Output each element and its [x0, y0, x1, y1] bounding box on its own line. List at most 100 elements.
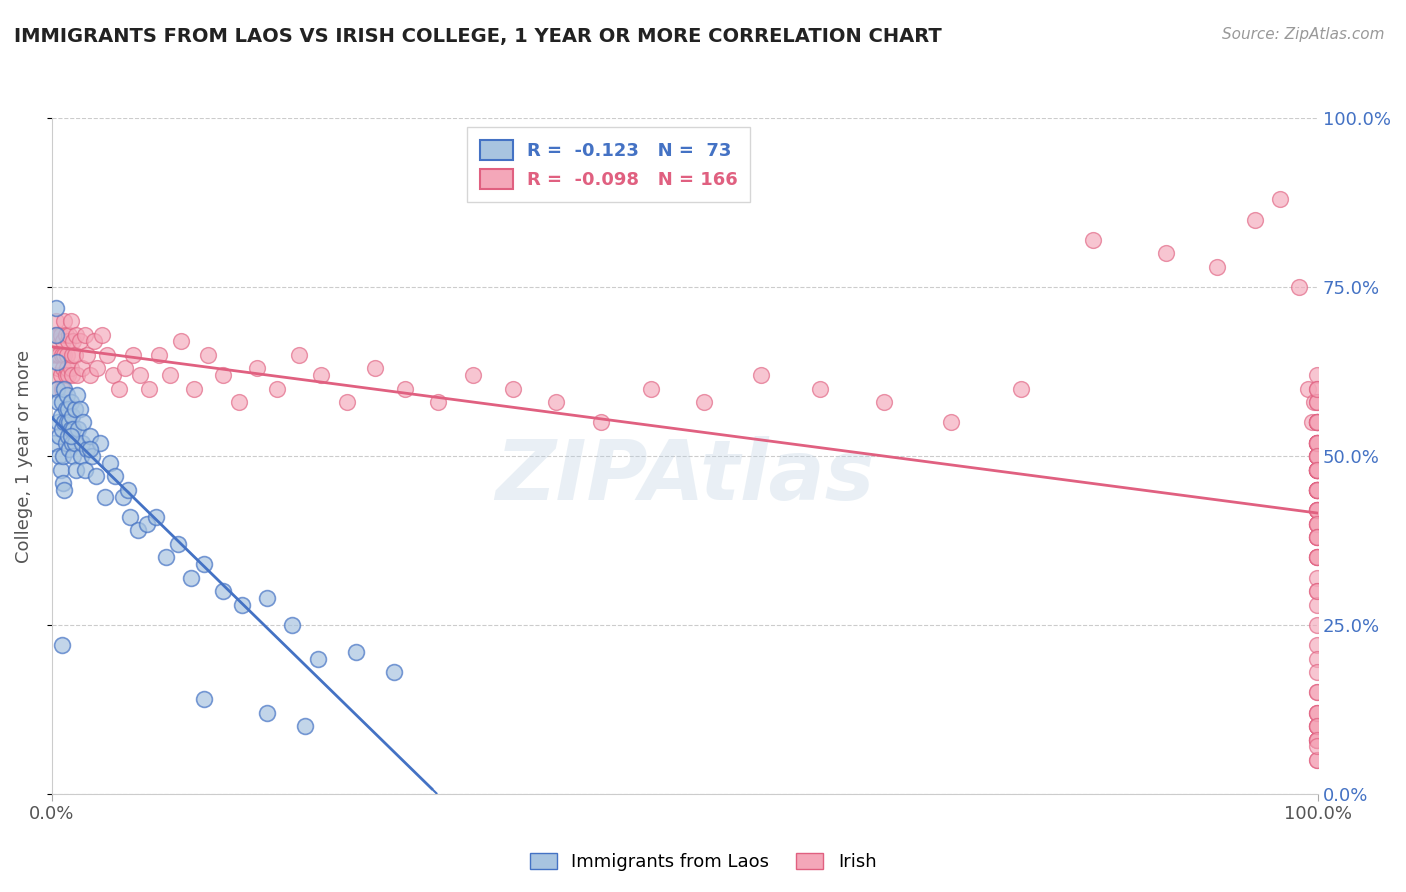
Point — [46, 395, 69, 409]
Point — [79, 442, 101, 457]
Point — [266, 382, 288, 396]
Point — [1306, 483, 1329, 497]
Point — [1306, 449, 1329, 463]
Point — [70, 361, 93, 376]
Point — [56, 415, 79, 429]
Point — [1306, 368, 1329, 382]
Point — [1306, 462, 1329, 476]
Point — [1306, 395, 1329, 409]
Point — [44, 435, 66, 450]
Point — [1306, 550, 1329, 565]
Point — [1306, 462, 1329, 476]
Point — [1306, 530, 1329, 544]
Point — [76, 348, 98, 362]
Point — [56, 348, 79, 362]
Point — [52, 334, 75, 349]
Point — [55, 327, 77, 342]
Point — [1306, 503, 1329, 517]
Point — [1306, 516, 1329, 531]
Point — [1306, 598, 1329, 612]
Point — [104, 469, 127, 483]
Point — [344, 645, 367, 659]
Point — [45, 348, 67, 362]
Point — [121, 348, 143, 362]
Point — [45, 354, 67, 368]
Point — [1303, 395, 1326, 409]
Point — [46, 415, 69, 429]
Point — [183, 382, 205, 396]
Point — [59, 361, 82, 376]
Point — [49, 327, 72, 342]
Point — [53, 348, 76, 362]
Point — [62, 334, 84, 349]
Point — [749, 368, 772, 382]
Point — [58, 327, 80, 342]
Point — [1306, 503, 1329, 517]
Point — [1306, 415, 1329, 429]
Point — [63, 435, 86, 450]
Point — [1306, 665, 1329, 680]
Point — [1306, 638, 1329, 652]
Point — [1306, 732, 1329, 747]
Point — [1306, 415, 1329, 429]
Point — [1306, 483, 1329, 497]
Point — [197, 348, 219, 362]
Point — [159, 368, 181, 382]
Point — [63, 401, 86, 416]
Point — [1288, 280, 1310, 294]
Point — [1306, 530, 1329, 544]
Point — [58, 429, 80, 443]
Point — [58, 334, 80, 349]
Point — [1306, 516, 1329, 531]
Point — [873, 395, 896, 409]
Point — [1306, 415, 1329, 429]
Point — [51, 395, 73, 409]
Point — [1306, 462, 1329, 476]
Point — [640, 382, 662, 396]
Point — [51, 382, 73, 396]
Point — [1306, 395, 1329, 409]
Point — [1306, 483, 1329, 497]
Point — [256, 706, 278, 720]
Point — [86, 361, 108, 376]
Point — [1296, 382, 1319, 396]
Point — [1306, 530, 1329, 544]
Point — [1306, 503, 1329, 517]
Y-axis label: College, 1 year or more: College, 1 year or more — [15, 350, 32, 563]
Point — [66, 368, 89, 382]
Point — [1306, 739, 1329, 754]
Point — [1306, 516, 1329, 531]
Point — [52, 361, 75, 376]
Point — [1306, 706, 1329, 720]
Point — [46, 361, 69, 376]
Point — [48, 449, 70, 463]
Point — [45, 382, 67, 396]
Point — [1306, 753, 1329, 767]
Point — [49, 462, 72, 476]
Point — [1306, 435, 1329, 450]
Point — [73, 462, 96, 476]
Point — [63, 348, 86, 362]
Point — [1306, 516, 1329, 531]
Point — [1301, 415, 1323, 429]
Point — [1306, 550, 1329, 565]
Point — [59, 395, 82, 409]
Point — [55, 435, 77, 450]
Point — [70, 435, 93, 450]
Point — [1306, 719, 1329, 733]
Point — [58, 415, 80, 429]
Point — [51, 422, 73, 436]
Point — [1306, 449, 1329, 463]
Point — [69, 401, 91, 416]
Point — [127, 524, 149, 538]
Point — [336, 395, 359, 409]
Point — [693, 395, 716, 409]
Point — [1081, 233, 1104, 247]
Point — [231, 598, 253, 612]
Point — [1306, 382, 1329, 396]
Point — [1306, 462, 1329, 476]
Point — [58, 368, 80, 382]
Point — [138, 382, 160, 396]
Point — [170, 334, 193, 349]
Point — [1306, 584, 1329, 599]
